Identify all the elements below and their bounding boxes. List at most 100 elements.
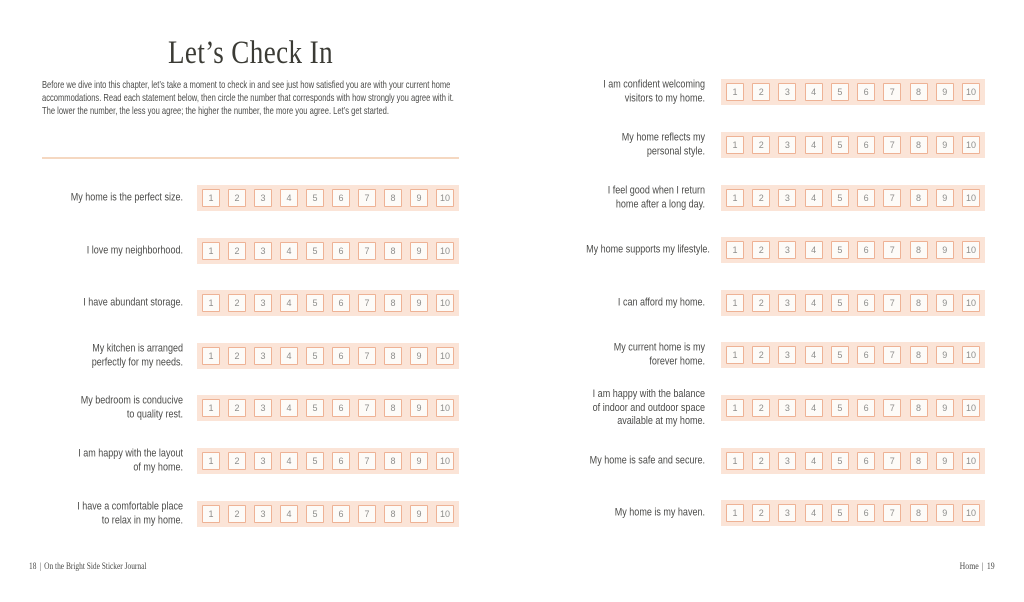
- scale-number-box[interactable]: 8: [384, 399, 402, 417]
- scale-number-box[interactable]: 1: [726, 136, 744, 154]
- scale-number-box[interactable]: 8: [384, 242, 402, 260]
- scale-number-box[interactable]: 4: [280, 505, 298, 523]
- scale-number-box[interactable]: 2: [752, 83, 771, 101]
- scale-number-box[interactable]: 7: [358, 189, 376, 207]
- scale-number-box[interactable]: 7: [883, 136, 902, 154]
- scale-number-box[interactable]: 7: [883, 346, 902, 364]
- scale-number-box[interactable]: 4: [804, 399, 823, 417]
- scale-number-box[interactable]: 4: [804, 241, 823, 259]
- scale-number-box[interactable]: 5: [830, 189, 849, 207]
- scale-number-box[interactable]: 1: [202, 399, 220, 417]
- scale-number-box[interactable]: 10: [436, 242, 454, 260]
- scale-number-box[interactable]: 7: [883, 452, 902, 470]
- scale-number-box[interactable]: 5: [830, 452, 849, 470]
- scale-number-box[interactable]: 8: [909, 189, 928, 207]
- scale-number-box[interactable]: 10: [436, 294, 454, 312]
- scale-number-box[interactable]: 2: [228, 399, 246, 417]
- scale-number-box[interactable]: 5: [306, 399, 324, 417]
- scale-number-box[interactable]: 4: [804, 83, 823, 101]
- scale-number-box[interactable]: 3: [778, 452, 797, 470]
- scale-number-box[interactable]: 9: [935, 241, 954, 259]
- scale-number-box[interactable]: 3: [254, 399, 272, 417]
- scale-number-box[interactable]: 8: [909, 452, 928, 470]
- scale-number-box[interactable]: 3: [778, 399, 797, 417]
- scale-number-box[interactable]: 7: [883, 189, 902, 207]
- scale-number-box[interactable]: 7: [883, 241, 902, 259]
- scale-number-box[interactable]: 8: [384, 505, 402, 523]
- scale-number-box[interactable]: 2: [228, 189, 246, 207]
- scale-number-box[interactable]: 1: [202, 505, 220, 523]
- scale-number-box[interactable]: 2: [228, 505, 246, 523]
- scale-number-box[interactable]: 6: [857, 294, 876, 312]
- scale-number-box[interactable]: 3: [778, 346, 797, 364]
- scale-number-box[interactable]: 5: [306, 347, 324, 365]
- scale-number-box[interactable]: 2: [752, 504, 771, 522]
- scale-number-box[interactable]: 7: [358, 505, 376, 523]
- scale-number-box[interactable]: 9: [935, 504, 954, 522]
- scale-number-box[interactable]: 2: [228, 294, 246, 312]
- scale-number-box[interactable]: 10: [961, 452, 980, 470]
- scale-number-box[interactable]: 5: [306, 189, 324, 207]
- scale-number-box[interactable]: 2: [752, 452, 771, 470]
- scale-number-box[interactable]: 8: [909, 504, 928, 522]
- scale-number-box[interactable]: 8: [909, 346, 928, 364]
- scale-number-box[interactable]: 9: [935, 136, 954, 154]
- scale-number-box[interactable]: 4: [804, 452, 823, 470]
- scale-number-box[interactable]: 8: [909, 136, 928, 154]
- scale-number-box[interactable]: 10: [961, 504, 980, 522]
- scale-number-box[interactable]: 9: [410, 189, 428, 207]
- scale-number-box[interactable]: 2: [752, 399, 771, 417]
- scale-number-box[interactable]: 5: [306, 505, 324, 523]
- scale-number-box[interactable]: 8: [384, 452, 402, 470]
- scale-number-box[interactable]: 10: [436, 452, 454, 470]
- scale-number-box[interactable]: 8: [909, 83, 928, 101]
- scale-number-box[interactable]: 2: [752, 136, 771, 154]
- scale-number-box[interactable]: 5: [830, 241, 849, 259]
- scale-number-box[interactable]: 8: [909, 399, 928, 417]
- scale-number-box[interactable]: 3: [254, 452, 272, 470]
- scale-number-box[interactable]: 6: [332, 189, 350, 207]
- scale-number-box[interactable]: 2: [752, 241, 771, 259]
- scale-number-box[interactable]: 4: [804, 346, 823, 364]
- scale-number-box[interactable]: 8: [384, 189, 402, 207]
- scale-number-box[interactable]: 4: [280, 399, 298, 417]
- scale-number-box[interactable]: 8: [384, 347, 402, 365]
- scale-number-box[interactable]: 6: [857, 83, 876, 101]
- scale-number-box[interactable]: 5: [830, 136, 849, 154]
- scale-number-box[interactable]: 9: [410, 242, 428, 260]
- scale-number-box[interactable]: 10: [961, 399, 980, 417]
- scale-number-box[interactable]: 9: [410, 399, 428, 417]
- scale-number-box[interactable]: 9: [410, 505, 428, 523]
- scale-number-box[interactable]: 3: [254, 189, 272, 207]
- scale-number-box[interactable]: 8: [909, 294, 928, 312]
- scale-number-box[interactable]: 6: [857, 452, 876, 470]
- scale-number-box[interactable]: 5: [830, 294, 849, 312]
- scale-number-box[interactable]: 4: [280, 294, 298, 312]
- scale-number-box[interactable]: 4: [280, 189, 298, 207]
- scale-number-box[interactable]: 9: [935, 294, 954, 312]
- scale-number-box[interactable]: 9: [935, 346, 954, 364]
- scale-number-box[interactable]: 10: [961, 241, 980, 259]
- scale-number-box[interactable]: 1: [726, 241, 744, 259]
- scale-number-box[interactable]: 7: [358, 294, 376, 312]
- scale-number-box[interactable]: 4: [280, 347, 298, 365]
- scale-number-box[interactable]: 6: [857, 241, 876, 259]
- scale-number-box[interactable]: 9: [935, 83, 954, 101]
- scale-number-box[interactable]: 7: [883, 294, 902, 312]
- scale-number-box[interactable]: 1: [726, 189, 744, 207]
- scale-number-box[interactable]: 6: [332, 399, 350, 417]
- scale-number-box[interactable]: 1: [202, 294, 220, 312]
- scale-number-box[interactable]: 2: [228, 347, 246, 365]
- scale-number-box[interactable]: 7: [358, 452, 376, 470]
- scale-number-box[interactable]: 6: [857, 399, 876, 417]
- scale-number-box[interactable]: 4: [804, 136, 823, 154]
- scale-number-box[interactable]: 1: [726, 83, 744, 101]
- scale-number-box[interactable]: 6: [857, 136, 876, 154]
- scale-number-box[interactable]: 8: [909, 241, 928, 259]
- scale-number-box[interactable]: 5: [830, 83, 849, 101]
- scale-number-box[interactable]: 1: [726, 504, 744, 522]
- scale-number-box[interactable]: 5: [830, 399, 849, 417]
- scale-number-box[interactable]: 8: [384, 294, 402, 312]
- scale-number-box[interactable]: 10: [961, 136, 980, 154]
- scale-number-box[interactable]: 9: [410, 452, 428, 470]
